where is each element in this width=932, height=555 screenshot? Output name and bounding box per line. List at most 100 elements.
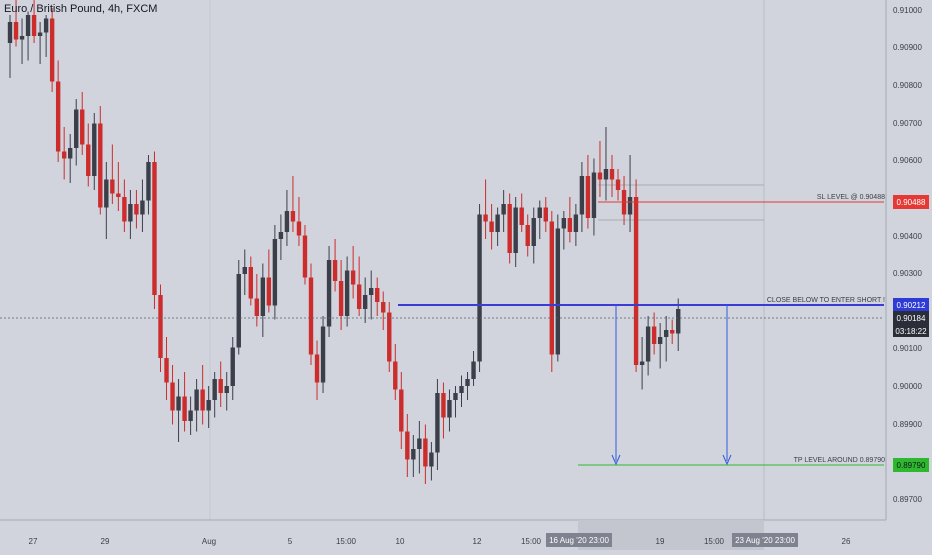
candle-body — [429, 452, 434, 467]
candle — [152, 151, 157, 309]
candle-body — [212, 379, 217, 400]
candle-body — [651, 326, 657, 344]
candle — [483, 179, 488, 239]
candle-body — [140, 200, 145, 215]
candle-body — [501, 204, 506, 215]
time-tick: 26 — [842, 537, 851, 546]
candle-body — [362, 295, 368, 309]
candle-body — [164, 358, 169, 383]
candle-body — [579, 176, 585, 215]
candle-body — [110, 179, 115, 194]
candle — [477, 204, 482, 372]
candle-body — [477, 214, 482, 362]
candle-body — [266, 277, 272, 306]
candle-body — [272, 239, 278, 306]
candle-body — [585, 176, 591, 218]
candle-body — [405, 431, 410, 460]
price-axis[interactable]: 0.91000 0.90900 0.90800 0.90700 0.90600 … — [885, 0, 929, 520]
candle — [25, 11, 31, 61]
candle — [423, 424, 428, 484]
candle — [549, 211, 554, 372]
candle-body — [122, 197, 127, 222]
time-tick: 15:00 — [704, 537, 725, 546]
candle — [555, 214, 561, 362]
candle — [31, 0, 37, 43]
candle-body — [254, 298, 260, 316]
entry-price-badge: 0.90212 — [893, 298, 929, 312]
target-arrow-2[interactable] — [722, 305, 732, 466]
candle — [61, 127, 67, 180]
candle-body — [284, 211, 290, 232]
candle-body — [543, 207, 548, 222]
candle-body — [194, 389, 199, 411]
candle-body — [206, 400, 211, 411]
candle-body — [411, 449, 416, 460]
candle — [393, 344, 398, 400]
candle — [158, 284, 163, 372]
candle — [290, 176, 296, 232]
candle-body — [483, 214, 488, 222]
candle-body — [663, 330, 669, 337]
candle — [92, 113, 97, 190]
candle-body — [92, 123, 97, 176]
price-tick: 0.90000 — [893, 382, 922, 391]
candle — [200, 365, 205, 425]
candle — [230, 337, 235, 400]
candle — [417, 421, 422, 474]
candle-body — [639, 361, 645, 365]
candle — [206, 386, 211, 428]
candle-body — [308, 277, 314, 355]
candle-body — [25, 15, 31, 36]
candle-body — [116, 193, 121, 197]
candle-body — [146, 162, 151, 201]
candle — [86, 123, 91, 187]
grid — [209, 0, 765, 520]
candle — [639, 337, 645, 390]
candle-body — [417, 438, 422, 449]
candle — [134, 190, 139, 229]
time-tick: 29 — [101, 537, 110, 546]
candle — [248, 256, 253, 306]
candle — [43, 15, 49, 57]
candle — [435, 379, 440, 470]
time-axis[interactable]: 27 29 Aug 5 15:00 10 12 15:00 19 15:00 2… — [0, 519, 886, 550]
countdown-badge: 03:18:22 — [893, 324, 929, 337]
candle — [7, 15, 13, 78]
time-tick: 27 — [29, 537, 38, 546]
candle — [537, 200, 542, 239]
candle — [320, 316, 326, 393]
time-tick: 19 — [656, 537, 665, 546]
svg-text:03:18:22: 03:18:22 — [895, 327, 927, 336]
candle — [176, 379, 181, 442]
candle-body — [296, 221, 302, 236]
candle-body — [344, 270, 350, 316]
candle — [597, 141, 603, 197]
candle — [104, 162, 109, 239]
candle — [429, 442, 434, 481]
time-tick: 5 — [288, 537, 293, 546]
candle — [405, 414, 410, 477]
candle — [350, 246, 356, 299]
candle — [266, 249, 272, 313]
candle-body — [561, 218, 567, 229]
candle — [68, 134, 73, 183]
candle-body — [188, 410, 193, 421]
candle-body — [104, 179, 109, 208]
sl-level-label: SL LEVEL @ 0.90488 — [817, 194, 885, 201]
candle — [74, 99, 79, 166]
candle — [453, 386, 458, 418]
candle — [13, 0, 19, 47]
candle — [332, 239, 338, 292]
candle — [362, 277, 368, 323]
candle — [471, 351, 476, 386]
candle — [19, 18, 25, 64]
candle-body — [326, 260, 332, 327]
candle — [55, 60, 61, 162]
candle-body — [170, 382, 175, 411]
candle-body — [182, 396, 187, 421]
price-tick: 0.90600 — [893, 156, 922, 165]
target-arrow-1[interactable] — [611, 305, 621, 466]
price-tick: 0.90100 — [893, 344, 922, 353]
